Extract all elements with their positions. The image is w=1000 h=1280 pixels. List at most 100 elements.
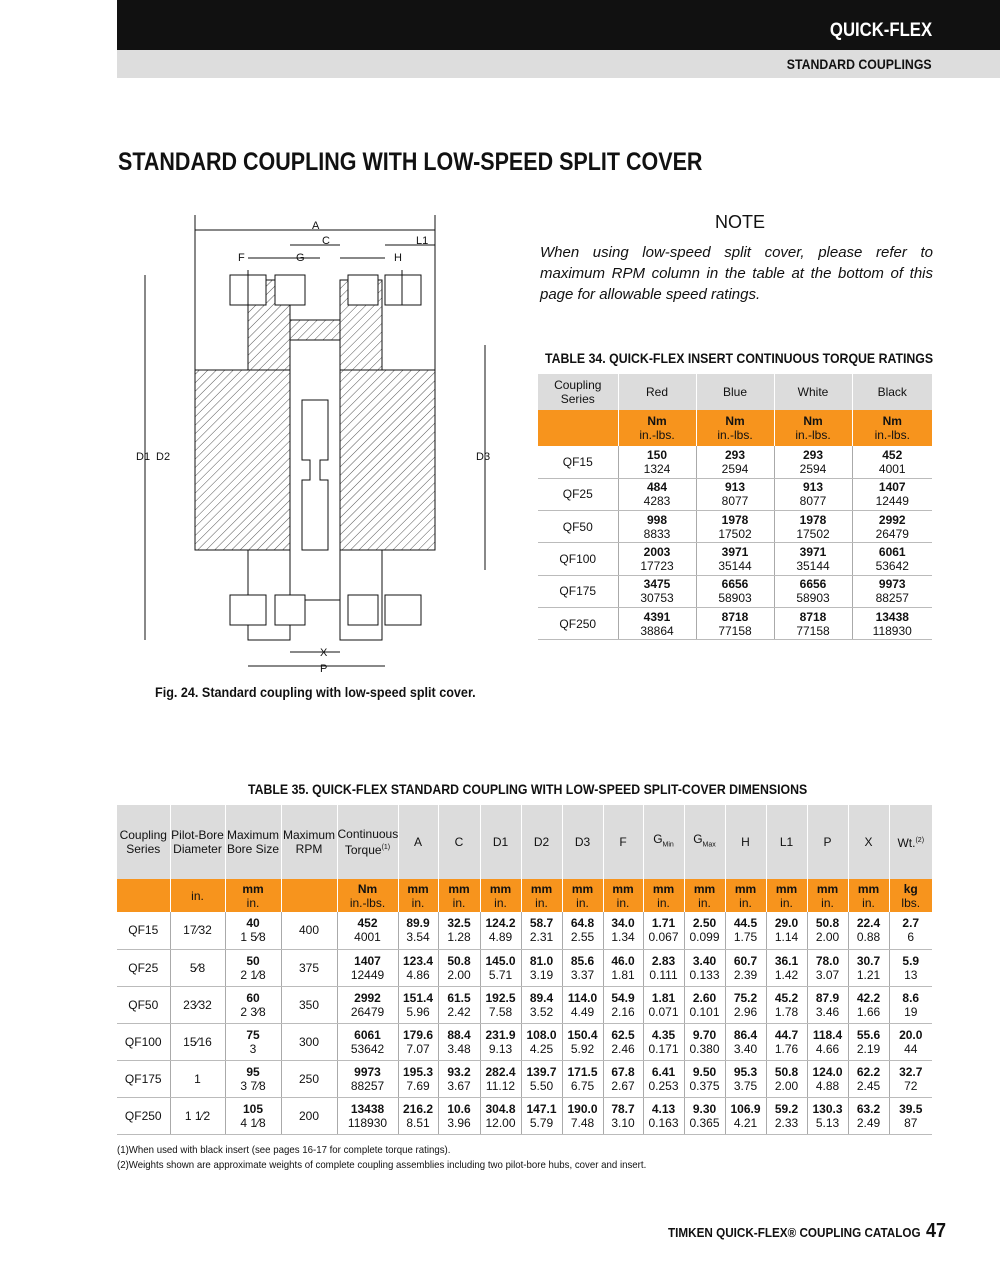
cell-primary: 1407 [354, 953, 381, 968]
table-cell: 95 3 7⁄8 [224, 1060, 281, 1098]
cell-secondary: 2.42 [447, 1004, 471, 1019]
units-row: in. mm in. Nm in.-lbs. mm in. mm in. mm in. mm in. mm… [117, 879, 932, 912]
cell-secondary: 2.00 [815, 930, 840, 945]
table-cell: 304.8 12.00 [479, 1097, 521, 1135]
table-cell: 34.0 1.34 [602, 912, 643, 950]
unit-primary: Nm [357, 881, 378, 896]
cell-secondary: 5.71 [488, 967, 513, 982]
table-cell: QF175 [117, 1060, 170, 1098]
table-cell: 6061 53642 [336, 1023, 398, 1061]
unit-secondary: in. [657, 895, 670, 910]
cell-secondary: 2 3⁄8 [240, 1004, 266, 1019]
column-header: Wt.(2) [888, 805, 932, 879]
cell-primary: 75 [246, 1027, 260, 1042]
cell-primary: 5.9 [902, 953, 920, 968]
table-cell: 6656 58903 [773, 575, 852, 608]
cell-secondary: 2 1⁄8 [240, 967, 266, 982]
cell-secondary: 38864 [640, 623, 674, 638]
cell-secondary: 12449 [350, 967, 385, 982]
table-cell: 179.6 7.07 [397, 1023, 438, 1061]
cell-secondary: 8077 [721, 494, 749, 509]
cell-primary: 39.5 [899, 1101, 923, 1116]
unit-secondary: in.-lbs. [639, 428, 675, 442]
table-cell: 998 8833 [617, 510, 696, 544]
column-header: P [806, 805, 848, 879]
top-bar: QUICK-FLEX [117, 0, 1000, 50]
cell-primary: 45.2 [774, 990, 799, 1005]
header-label: D3 [574, 835, 591, 849]
unit-secondary: in.-lbs. [349, 895, 386, 910]
cell-value: 250 [298, 1071, 320, 1086]
header-label: A [413, 835, 422, 849]
cell-primary: 85.6 [570, 953, 595, 968]
table-cell: 39.5 87 [888, 1097, 932, 1135]
cell-secondary: 26479 [350, 1004, 385, 1019]
table-cell: 2992 26479 [336, 986, 398, 1024]
cell-primary: 105 [242, 1101, 264, 1116]
table-cell: 9.30 0.365 [683, 1097, 725, 1135]
cell-primary: 8718 [721, 609, 749, 624]
units-row: Nm in.-lbs. Nm in.-lbs. Nm in.-lbs. Nm in.-lbs. [538, 410, 932, 446]
unit-secondary: in.-lbs. [795, 428, 831, 442]
unit-primary: kg [903, 881, 918, 896]
table-row: QF15 17⁄32 40 1 5⁄8 400 452 4001 89.9 3.54 32.5 1.… [117, 912, 932, 950]
dim-label-g: G [296, 252, 305, 264]
column-header: Red [617, 374, 696, 410]
cell-secondary: 3.46 [815, 1004, 840, 1019]
cell-value: QF15 [128, 923, 159, 938]
table-cell: 9.70 0.380 [683, 1023, 725, 1061]
column-header: Coupling Series [117, 805, 170, 879]
cell-primary: 304.8 [485, 1101, 516, 1116]
cell-value: QF175 [124, 1071, 162, 1086]
unit-cell: mm in. [724, 879, 766, 912]
cell-secondary: 1.66 [856, 1004, 881, 1019]
cell-secondary: 19 [904, 1004, 918, 1019]
table-cell: 78.7 3.10 [602, 1097, 643, 1135]
cell-secondary: 12.00 [485, 1115, 516, 1130]
cell-secondary: 35144 [718, 559, 752, 574]
table-cell: 87.9 3.46 [806, 986, 848, 1024]
table-cell: 6656 58903 [695, 575, 774, 608]
header-mark: (2) [915, 837, 925, 844]
header-label: Continuous Torque [337, 827, 399, 857]
cell-primary: 195.3 [402, 1064, 434, 1079]
table-cell: 81.0 3.19 [520, 949, 562, 987]
cell-primary: 78.0 [815, 953, 840, 968]
column-header: H [724, 805, 766, 879]
table-cell: 147.1 5.79 [520, 1097, 562, 1135]
cell-secondary: 0.133 [689, 967, 720, 982]
table35-title: TABLE 35. QUICK-FLEX STANDARD COUPLING W… [248, 781, 808, 797]
unit-primary: Nm [803, 414, 823, 428]
table-cell: 23⁄32 [169, 986, 225, 1024]
unit-primary: mm [693, 881, 716, 896]
table-cell: QF100 [538, 542, 618, 576]
table-cell: 250 [280, 1060, 337, 1098]
table-cell: 50.8 2.00 [765, 1060, 807, 1098]
cell-secondary: 1.81 [611, 967, 635, 982]
header-mark: Max [702, 841, 716, 849]
column-header: D2 [520, 805, 562, 879]
note-heading: NOTE [715, 212, 766, 232]
table-cell: 89.4 3.52 [520, 986, 562, 1024]
table-row: QF50 998 8833 1978 17502 1978 17502 2992 26479 [538, 510, 932, 544]
cell-primary: 2.7 [902, 916, 920, 931]
figure-caption: Fig. 24. Standard coupling with low-spee… [155, 684, 476, 700]
unit-primary: mm [857, 881, 880, 896]
cell-secondary: 0.253 [648, 1078, 679, 1093]
cell-primary: 2992 [354, 990, 381, 1005]
table-cell: 58.7 2.31 [520, 912, 562, 950]
cell-primary: 89.9 [406, 916, 430, 931]
column-header: X [847, 805, 889, 879]
column-header: Maximum Bore Size [224, 805, 281, 879]
cell-primary: 293 [802, 447, 824, 462]
column-header: Maximum RPM [280, 805, 337, 879]
table-cell: 400 [280, 912, 337, 950]
cell-secondary: 3.10 [611, 1115, 635, 1130]
unit-cell [117, 879, 170, 912]
column-header: Pilot-Bore Diameter [169, 805, 225, 879]
cell-primary: 139.7 [526, 1064, 557, 1079]
cell-primary: 192.5 [485, 990, 516, 1005]
unit-secondary: in. [452, 895, 466, 910]
unit-cell [538, 410, 618, 446]
cell-primary: 46.0 [611, 953, 635, 968]
